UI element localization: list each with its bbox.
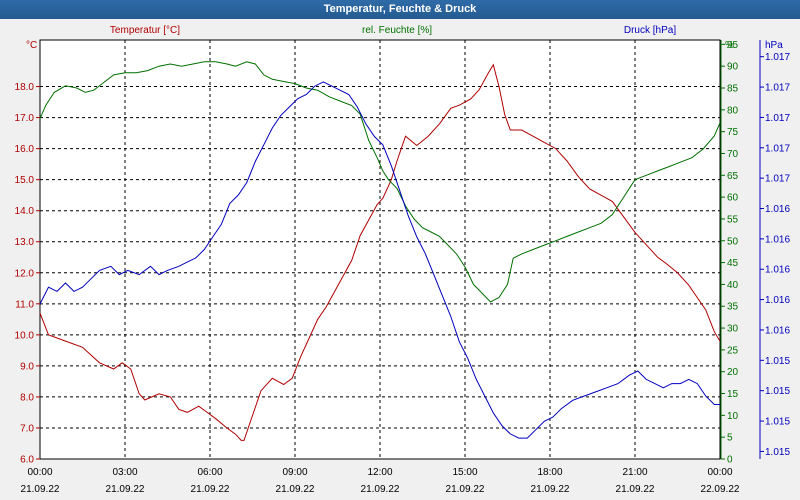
x-tick-date: 21.09.22: [276, 484, 315, 495]
pressure-tick-label: 1.016: [765, 265, 790, 276]
axes-layer: 00:00 21.09.22 03:00 21.09.22 06:00 21.09.22 0…: [15, 40, 791, 495]
pressure-tick-label: 1.016: [765, 325, 790, 336]
x-tick-date: 21.09.22: [616, 484, 655, 495]
humidity-tick-label: 20: [727, 367, 739, 378]
pressure-series-line: [39, 81, 720, 439]
temperature-tick-label: 13.0: [15, 237, 35, 248]
pressure-tick-label: 1.015: [765, 386, 790, 397]
temperature-tick-label: 14.0: [15, 206, 35, 217]
humidity-tick-label: 45: [727, 258, 739, 269]
temperature-axis-label: Temperatur [°C]: [110, 25, 180, 36]
x-tick-time: 00:00: [27, 467, 52, 478]
pressure-tick-label: 1.015: [765, 356, 790, 367]
pressure-tick-label: 1.015: [765, 417, 790, 428]
x-tick-time: 00:00: [707, 467, 732, 478]
humidity-tick-label: 5: [727, 433, 733, 444]
temperature-tick-label: 7.0: [20, 423, 34, 434]
humidity-tick-label: 10: [727, 411, 739, 422]
x-tick-date: 21.09.22: [106, 484, 145, 495]
pressure-tick-label: 1.017: [765, 143, 790, 154]
pressure-unit-label: hPa: [765, 40, 783, 51]
temperature-tick-label: 18.0: [15, 82, 35, 93]
humidity-unit-label: %: [725, 40, 734, 51]
humidity-tick-label: 30: [727, 324, 739, 335]
humidity-axis-label: rel. Feuchte [%]: [362, 25, 432, 36]
temperature-series-line: [39, 63, 721, 441]
humidity-tick-label: 80: [727, 105, 739, 116]
humidity-tick-label: 85: [727, 84, 739, 95]
humidity-tick-label: 40: [727, 280, 739, 291]
humidity-tick-label: 50: [727, 236, 739, 247]
pressure-tick-label: 1.017: [765, 174, 790, 185]
x-tick-time: 18:00: [537, 467, 562, 478]
pressure-tick-label: 1.017: [765, 52, 790, 63]
temperature-tick-label: 15.0: [15, 175, 35, 186]
pressure-tick-label: 1.017: [765, 113, 790, 124]
humidity-tick-label: 90: [727, 62, 739, 73]
humidity-tick-label: 60: [727, 193, 739, 204]
x-tick-time: 21:00: [622, 467, 647, 478]
humidity-tick-label: 35: [727, 302, 739, 313]
x-tick-time: 15:00: [452, 467, 477, 478]
humidity-tick-label: 55: [727, 214, 739, 225]
humidity-tick-label: 95: [727, 40, 739, 51]
temperature-tick-label: 10.0: [15, 330, 35, 341]
x-tick-date: 21.09.22: [446, 484, 485, 495]
temperature-unit-label: °C: [26, 40, 37, 51]
series-layer: [39, 61, 721, 441]
humidity-tick-label: 75: [727, 127, 739, 138]
window-title: Temperatur, Feuchte & Druck: [0, 0, 800, 19]
pressure-tick-label: 1.016: [765, 234, 790, 245]
x-tick-date: 21.09.22: [21, 484, 60, 495]
x-tick-date: 21.09.22: [191, 484, 230, 495]
pressure-tick-label: 1.016: [765, 204, 790, 215]
temperature-tick-label: 12.0: [15, 268, 35, 279]
temperature-tick-label: 16.0: [15, 144, 35, 155]
temperature-tick-label: 17.0: [15, 113, 35, 124]
humidity-tick-label: 65: [727, 171, 739, 182]
humidity-tick-label: 15: [727, 389, 739, 400]
pressure-tick-label: 1.016: [765, 295, 790, 306]
x-tick-time: 12:00: [367, 467, 392, 478]
x-tick-time: 09:00: [282, 467, 307, 478]
gridlines: [40, 40, 720, 459]
humidity-tick-label: 70: [727, 149, 739, 160]
chart-canvas: 00:00 21.09.22 03:00 21.09.22 06:00 21.09.22 0…: [15, 25, 791, 495]
pressure-tick-label: 1.017: [765, 83, 790, 94]
x-tick-time: 03:00: [112, 467, 137, 478]
x-tick-date: 21.09.22: [361, 484, 400, 495]
x-tick-time: 06:00: [197, 467, 222, 478]
humidity-series-line: [39, 61, 721, 303]
x-tick-date: 21.09.22: [531, 484, 570, 495]
pressure-axis-label: Druck [hPa]: [624, 25, 676, 36]
x-tick-date: 22.09.22: [701, 484, 740, 495]
temperature-tick-label: 6.0: [20, 455, 34, 466]
temperature-tick-label: 11.0: [15, 299, 34, 310]
temperature-tick-label: 8.0: [20, 392, 34, 403]
pressure-tick-label: 1.015: [765, 447, 790, 458]
humidity-tick-label: 0: [727, 455, 733, 466]
temperature-tick-label: 9.0: [20, 361, 34, 372]
humidity-tick-label: 25: [727, 345, 739, 356]
